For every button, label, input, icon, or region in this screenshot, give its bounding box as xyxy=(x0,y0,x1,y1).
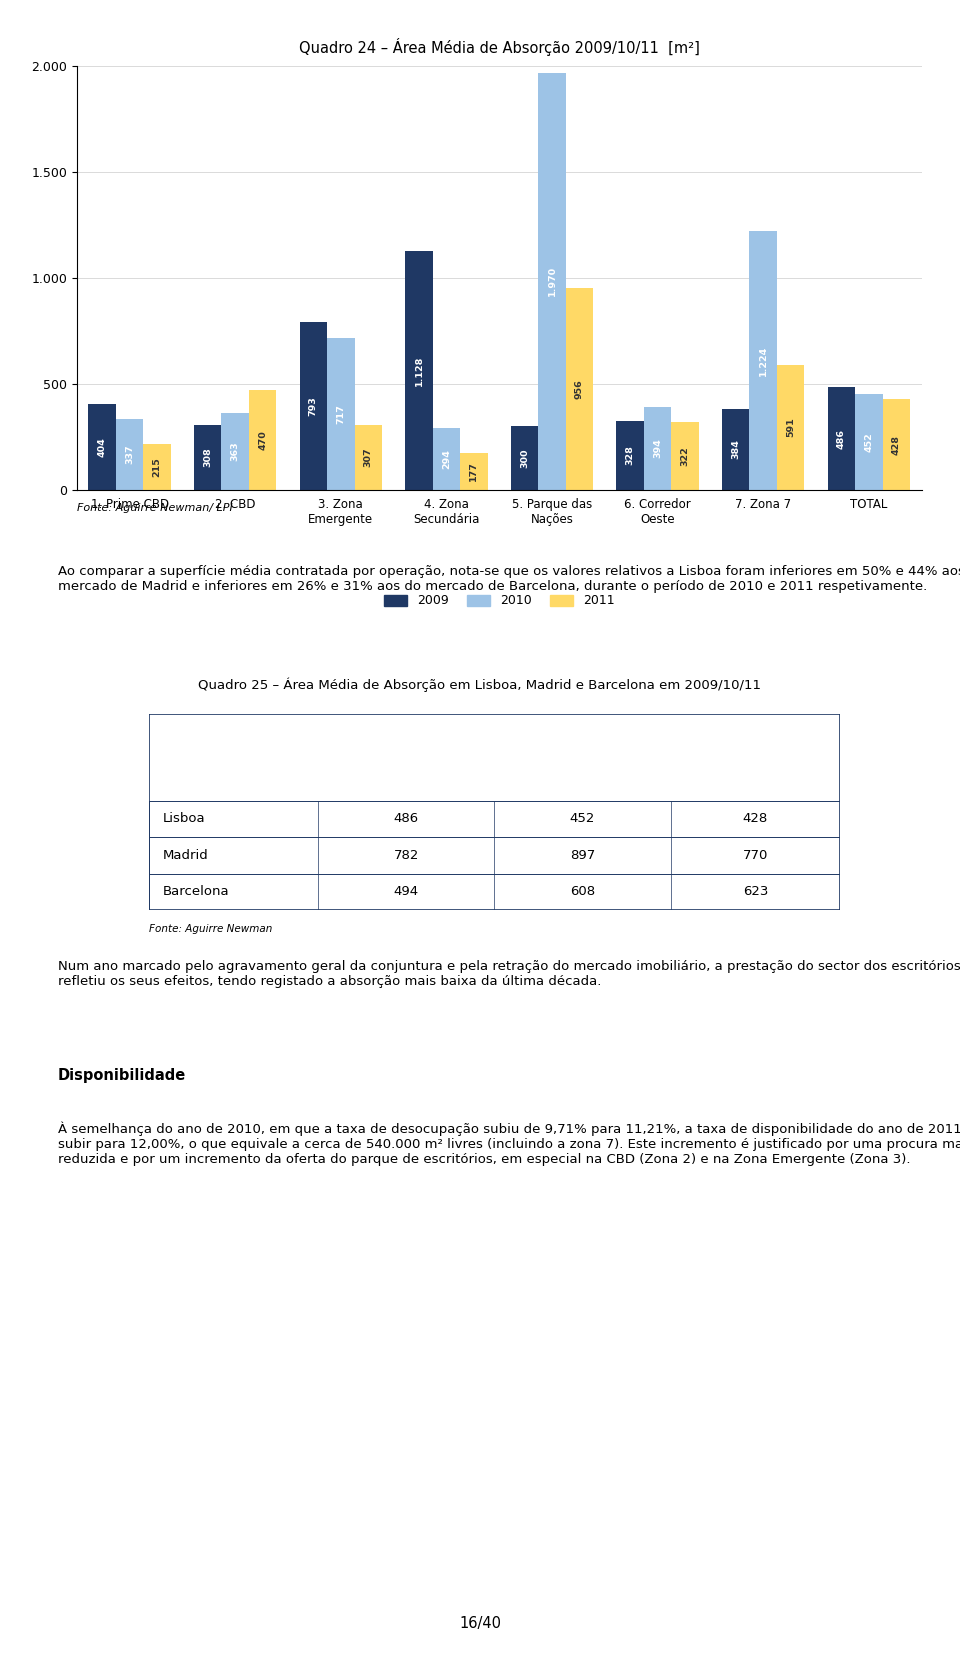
Text: 897: 897 xyxy=(570,849,595,862)
Text: 591: 591 xyxy=(786,417,795,437)
Legend: 2009, 2010, 2011: 2009, 2010, 2011 xyxy=(379,590,619,613)
Bar xyxy=(222,414,249,490)
Bar xyxy=(143,445,171,490)
Text: 486: 486 xyxy=(394,812,419,826)
Text: Área média
2011
[m²]: Área média 2011 [m²] xyxy=(717,734,793,781)
Text: 494: 494 xyxy=(394,885,419,899)
Text: Área média
2009
[m²]: Área média 2009 [m²] xyxy=(369,734,444,781)
Text: 322: 322 xyxy=(681,447,689,465)
Bar xyxy=(433,429,460,490)
Text: 428: 428 xyxy=(743,812,768,826)
Text: 337: 337 xyxy=(125,445,134,463)
Bar xyxy=(300,322,327,490)
Bar xyxy=(882,399,910,490)
Bar xyxy=(777,365,804,490)
Text: 428: 428 xyxy=(892,435,900,455)
Bar xyxy=(750,231,777,490)
Text: Madrid: Madrid xyxy=(162,849,208,862)
Bar xyxy=(194,425,222,490)
Bar xyxy=(722,409,750,490)
Text: Cidade: Cidade xyxy=(211,751,256,764)
Text: Fonte: Aguirre Newman: Fonte: Aguirre Newman xyxy=(149,924,273,933)
Text: 328: 328 xyxy=(626,445,635,465)
Text: 384: 384 xyxy=(732,440,740,460)
Text: 793: 793 xyxy=(309,397,318,415)
Text: 782: 782 xyxy=(394,849,419,862)
Title: Quadro 24 – Área Média de Absorção 2009/10/11  [m²]: Quadro 24 – Área Média de Absorção 2009/… xyxy=(299,38,700,55)
Text: 452: 452 xyxy=(570,812,595,826)
Bar xyxy=(644,407,671,490)
Text: 177: 177 xyxy=(469,462,478,482)
Bar xyxy=(405,251,433,490)
Bar xyxy=(828,387,855,490)
Text: 623: 623 xyxy=(743,885,768,899)
Text: 717: 717 xyxy=(336,404,346,424)
Bar xyxy=(671,422,699,490)
Bar xyxy=(855,394,882,490)
Text: 404: 404 xyxy=(98,437,107,457)
Bar xyxy=(327,339,354,490)
Text: 307: 307 xyxy=(364,448,372,467)
Text: Disponibilidade: Disponibilidade xyxy=(58,1068,186,1083)
Text: 956: 956 xyxy=(575,379,584,399)
Text: 1.970: 1.970 xyxy=(547,266,557,296)
Text: Barcelona: Barcelona xyxy=(162,885,229,899)
Text: Ao comparar a superfície média contratada por operação, nota-se que os valores r: Ao comparar a superfície média contratad… xyxy=(58,565,960,593)
Text: Área média
2010
[m²]: Área média 2010 [m²] xyxy=(544,734,620,781)
Text: 294: 294 xyxy=(442,448,451,468)
Text: 215: 215 xyxy=(153,457,161,477)
Text: Num ano marcado pelo agravamento geral da conjuntura e pela retração do mercado : Num ano marcado pelo agravamento geral d… xyxy=(58,960,960,988)
Bar xyxy=(460,452,488,490)
Bar xyxy=(116,419,143,490)
Bar xyxy=(354,425,382,490)
Text: 486: 486 xyxy=(837,429,846,448)
Text: 1.224: 1.224 xyxy=(758,345,768,375)
Text: 1.128: 1.128 xyxy=(415,355,423,385)
Text: Fonte: Aguirre Newman/ LPI: Fonte: Aguirre Newman/ LPI xyxy=(77,503,232,513)
Bar xyxy=(616,420,644,490)
Bar xyxy=(88,404,116,490)
Bar xyxy=(249,390,276,490)
Text: Lisboa: Lisboa xyxy=(162,812,205,826)
Text: 470: 470 xyxy=(258,430,267,450)
Text: À semelhança do ano de 2010, em que a taxa de desocupação subiu de 9,71% para 11: À semelhança do ano de 2010, em que a ta… xyxy=(58,1121,960,1166)
Text: 16/40: 16/40 xyxy=(459,1616,501,1631)
Bar xyxy=(565,287,593,490)
Bar xyxy=(539,73,565,490)
Text: 394: 394 xyxy=(653,439,662,458)
Text: 770: 770 xyxy=(743,849,768,862)
Bar xyxy=(511,427,539,490)
Text: 452: 452 xyxy=(864,432,874,452)
Text: 308: 308 xyxy=(204,447,212,467)
Text: Quadro 25 – Área Média de Absorção em Lisboa, Madrid e Barcelona em 2009/10/11: Quadro 25 – Área Média de Absorção em Li… xyxy=(199,678,761,693)
Text: 608: 608 xyxy=(570,885,595,899)
Text: 300: 300 xyxy=(520,448,529,468)
Text: 363: 363 xyxy=(230,442,240,462)
